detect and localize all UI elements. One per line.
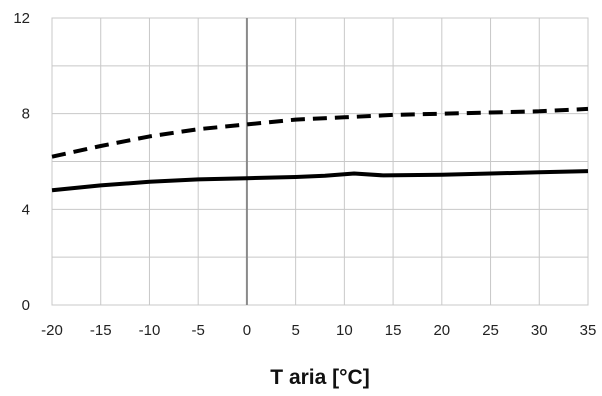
x-tick-label: -15 xyxy=(90,322,112,339)
solid-series-line xyxy=(51,169,589,193)
x-tick-label: 35 xyxy=(580,322,597,339)
y-axis-ticks: 0 4 8 12 xyxy=(13,10,30,314)
x-tick-label: 20 xyxy=(433,322,450,339)
x-axis-title: T aria [°C] xyxy=(270,366,369,389)
y-tick-label: 0 xyxy=(22,297,30,314)
x-tick-label: -10 xyxy=(139,322,161,339)
x-tick-label: 10 xyxy=(336,322,353,339)
x-tick-label: 25 xyxy=(482,322,499,339)
x-tick-label: 5 xyxy=(291,322,299,339)
y-tick-label: 4 xyxy=(22,201,30,218)
series-lines xyxy=(51,106,589,193)
x-tick-label: -5 xyxy=(192,322,205,339)
y-tick-label: 8 xyxy=(22,106,30,123)
x-tick-label: 0 xyxy=(243,322,251,339)
dashed-series-line xyxy=(51,106,589,159)
x-tick-label: 15 xyxy=(385,322,402,339)
y-tick-label: 12 xyxy=(13,10,30,27)
grid-lines xyxy=(51,17,589,306)
plot-area-frame xyxy=(51,17,589,306)
x-axis-ticks: -20 -15 -10 -5 0 5 10 15 20 25 30 35 xyxy=(41,322,596,339)
x-tick-label: 30 xyxy=(531,322,548,339)
x-tick-label: -20 xyxy=(41,322,63,339)
